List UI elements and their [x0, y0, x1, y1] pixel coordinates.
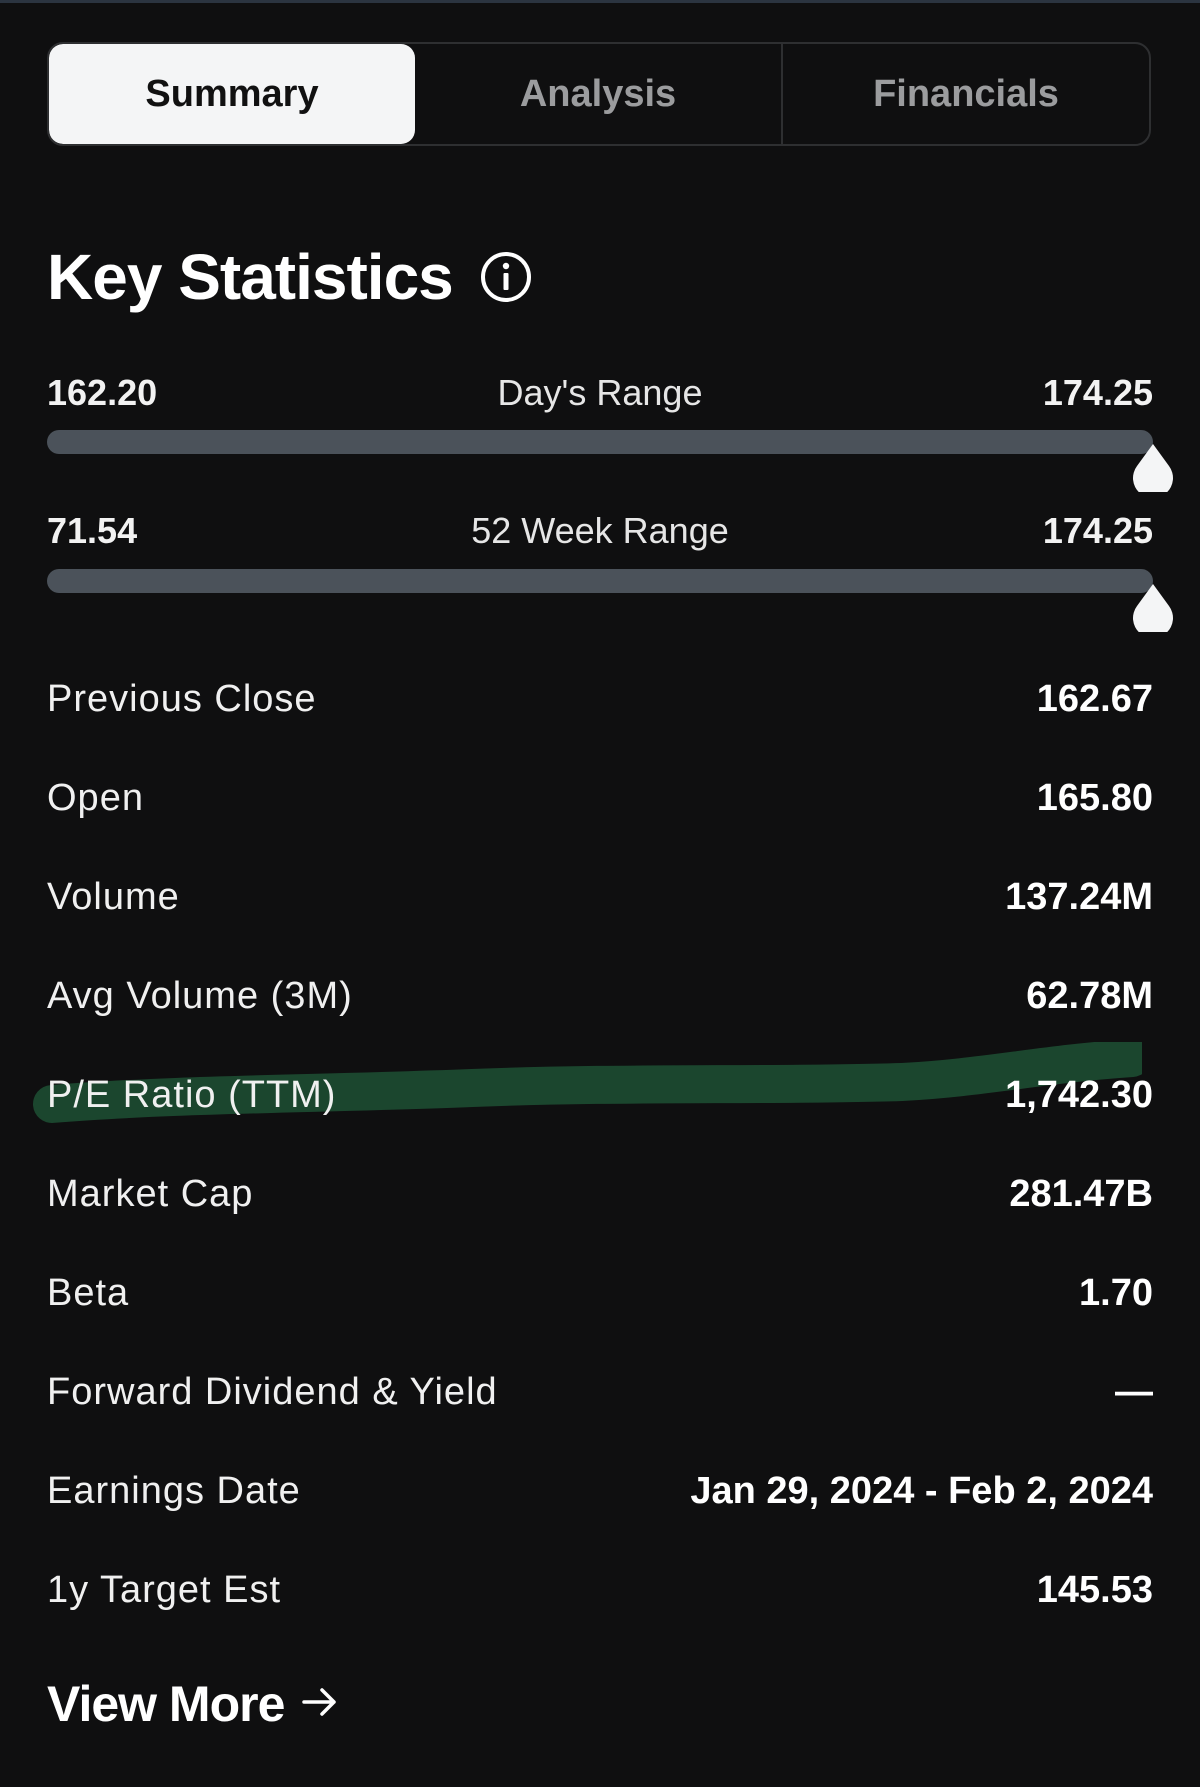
stat-earnings-date: Earnings Date Jan 29, 2024 - Feb 2, 2024	[47, 1442, 1153, 1541]
stat-label: Open	[47, 777, 144, 819]
stat-market-cap: Market Cap 281.47B	[47, 1145, 1153, 1244]
stat-pe-ratio: P/E Ratio (TTM) 1,742.30	[47, 1046, 1153, 1145]
days-range-label: Day's Range	[497, 372, 703, 413]
week52-range: 71.54 52 Week Range 174.25	[47, 510, 1173, 632]
week52-range-track	[47, 569, 1153, 593]
info-icon[interactable]	[479, 250, 533, 304]
arrow-right-icon	[302, 1682, 338, 1727]
stat-value: 145.53	[1036, 1569, 1153, 1611]
tab-analysis[interactable]: Analysis	[519, 72, 677, 115]
stat-value: 62.78M	[1026, 975, 1153, 1017]
days-range-low: 162.20	[47, 372, 158, 413]
stat-label: Earnings Date	[47, 1470, 301, 1512]
stat-label: P/E Ratio (TTM)	[47, 1074, 337, 1116]
view-more-link[interactable]: View More	[47, 1675, 338, 1733]
days-range: 162.20 Day's Range 174.25	[47, 372, 1173, 492]
stat-label: Beta	[47, 1272, 130, 1314]
stat-label: Market Cap	[47, 1173, 254, 1215]
week52-range-marker	[1133, 584, 1173, 632]
stat-label: Avg Volume (3M)	[47, 975, 353, 1017]
stat-volume: Volume 137.24M	[47, 848, 1153, 947]
stat-value: 165.80	[1036, 777, 1153, 819]
stat-label: Previous Close	[47, 678, 317, 720]
stat-label: 1y Target Est	[47, 1569, 282, 1611]
stat-target-est: 1y Target Est 145.53	[47, 1541, 1153, 1640]
week52-range-high: 174.25	[1042, 510, 1153, 551]
week52-range-low: 71.54	[47, 510, 138, 551]
tab-summary[interactable]: Summary	[49, 44, 415, 144]
stat-avg-volume: Avg Volume (3M) 62.78M	[47, 947, 1153, 1046]
week52-range-label: 52 Week Range	[471, 510, 729, 551]
days-range-track	[47, 430, 1153, 454]
stat-value: —	[1115, 1371, 1153, 1413]
top-edge-divider	[0, 0, 1200, 3]
stat-value: 281.47B	[1009, 1173, 1153, 1215]
stat-label: Forward Dividend & Yield	[47, 1371, 498, 1413]
stat-previous-close: Previous Close 162.67	[47, 650, 1153, 749]
stat-value: 1,742.30	[1005, 1074, 1153, 1116]
key-statistics-heading: Key Statistics	[47, 240, 533, 314]
key-statistics-list: Previous Close 162.67 Open 165.80 Volume…	[47, 650, 1153, 1640]
tab-bar: Summary Analysis Financials	[47, 42, 1151, 146]
stat-beta: Beta 1.70	[47, 1244, 1153, 1343]
section-title: Key Statistics	[47, 241, 454, 313]
stat-forward-dividend: Forward Dividend & Yield —	[47, 1343, 1153, 1442]
stat-open: Open 165.80	[47, 749, 1153, 848]
stat-value: 162.67	[1036, 678, 1153, 720]
days-range-high: 174.25	[1042, 372, 1153, 413]
days-range-marker	[1133, 444, 1173, 492]
stat-label: Volume	[47, 876, 180, 918]
tab-financials[interactable]: Financials	[781, 44, 1149, 144]
stat-value: 1.70	[1079, 1272, 1153, 1314]
stat-value: 137.24M	[1005, 876, 1153, 918]
stat-value: Jan 29, 2024 - Feb 2, 2024	[690, 1470, 1153, 1512]
view-more-label: View More	[47, 1676, 285, 1732]
